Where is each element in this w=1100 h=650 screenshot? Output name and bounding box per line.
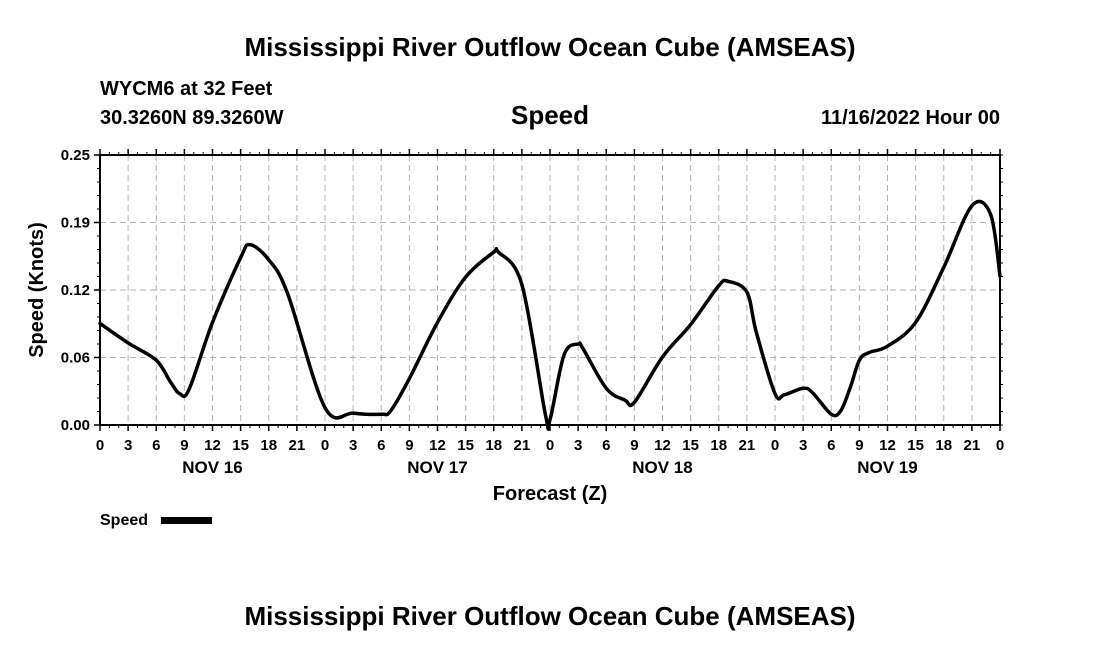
- x-tick-label: 0: [771, 437, 779, 454]
- x-tick-label: 3: [349, 437, 357, 454]
- x-tick-label: 6: [152, 437, 160, 454]
- y-axis-ticks: 0.00 0.06 0.12 0.19 0.25: [61, 147, 100, 434]
- forecast-timestamp: 11/16/2022 Hour 00: [821, 107, 1000, 129]
- x-tick-label: 9: [405, 437, 413, 454]
- y-tick-label: 0.06: [61, 350, 90, 367]
- y-tick-label: 0.00: [61, 417, 90, 434]
- grid: [100, 155, 1000, 425]
- x-tick-label: 21: [964, 437, 981, 454]
- legend: Speed: [100, 512, 212, 529]
- series-line-speed: [98, 199, 1002, 431]
- date-label: NOV 18: [632, 458, 692, 477]
- x-tick-label: 3: [574, 437, 582, 454]
- x-tick-label: 15: [682, 437, 699, 454]
- date-label: NOV 19: [857, 458, 917, 477]
- y-tick-label: 0.19: [61, 215, 90, 232]
- x-tick-label: 9: [180, 437, 188, 454]
- footer-title: Mississippi River Outflow Ocean Cube (AM…: [244, 601, 855, 631]
- date-labels: NOV 16 NOV 17 NOV 18 NOV 19: [182, 458, 917, 477]
- legend-label-speed: Speed: [100, 512, 148, 529]
- x-tick-label: 0: [546, 437, 554, 454]
- x-tick-label: 0: [321, 437, 329, 454]
- x-tick-label: 0: [96, 437, 104, 454]
- x-tick-label: 9: [855, 437, 863, 454]
- x-axis-title: Forecast (Z): [493, 483, 607, 505]
- date-label: NOV 17: [407, 458, 467, 477]
- x-tick-label: 12: [654, 437, 671, 454]
- x-tick-label: 0: [996, 437, 1004, 454]
- coordinates-label: 30.3260N 89.3260W: [100, 107, 284, 129]
- y-axis-title: Speed (Knots): [26, 222, 48, 358]
- x-tick-label: 18: [935, 437, 952, 454]
- legend-swatch-speed: [161, 517, 212, 524]
- x-tick-label: 6: [377, 437, 385, 454]
- x-tick-label: 12: [429, 437, 446, 454]
- chart-title: Mississippi River Outflow Ocean Cube (AM…: [244, 32, 855, 62]
- x-tick-label: 3: [124, 437, 132, 454]
- x-tick-label: 15: [907, 437, 924, 454]
- x-tick-label: 12: [879, 437, 896, 454]
- x-tick-label: 21: [289, 437, 306, 454]
- x-tick-label: 18: [710, 437, 727, 454]
- x-tick-label: 18: [260, 437, 277, 454]
- x-tick-label: 3: [799, 437, 807, 454]
- x-axis-ticks: 0 3 6 9 12 15 18 21 0 3 6 9 12 15 18 21 0 3 6 9 12 15 18 21 0 3 6 9…: [96, 149, 1004, 454]
- x-tick-label: 15: [232, 437, 249, 454]
- x-tick-label: 21: [739, 437, 756, 454]
- x-tick-label: 18: [485, 437, 502, 454]
- x-tick-label: 21: [514, 437, 531, 454]
- y-tick-label: 0.12: [61, 282, 90, 299]
- date-label: NOV 16: [182, 458, 242, 477]
- x-tick-label: 6: [602, 437, 610, 454]
- plot-title: Speed: [511, 100, 589, 130]
- x-tick-label: 6: [827, 437, 835, 454]
- y-tick-label: 0.25: [61, 147, 90, 164]
- station-label: WYCM6 at 32 Feet: [100, 78, 273, 100]
- x-tick-label: 15: [457, 437, 474, 454]
- x-tick-label: 12: [204, 437, 221, 454]
- x-tick-label: 9: [630, 437, 638, 454]
